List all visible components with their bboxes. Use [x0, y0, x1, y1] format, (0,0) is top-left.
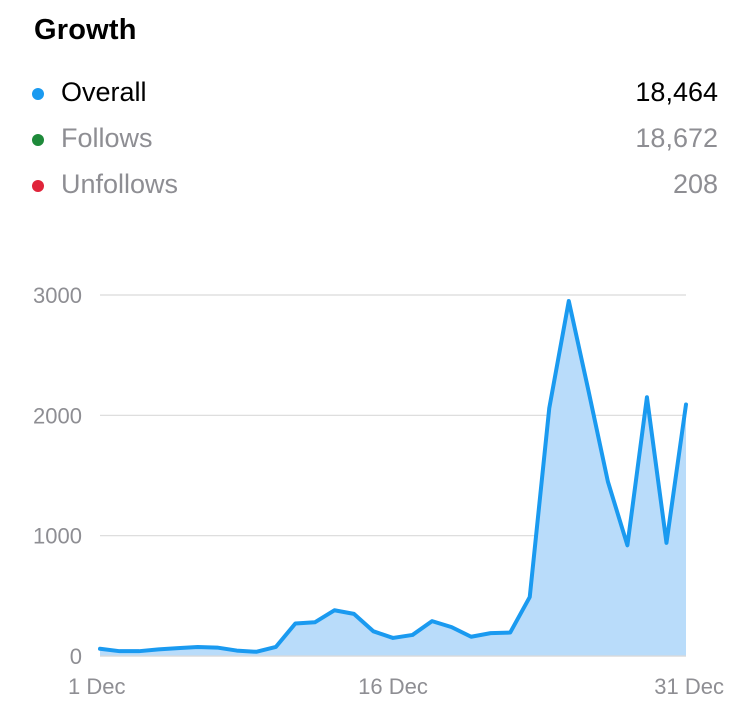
- legend-label: Unfollows: [61, 169, 179, 199]
- y-tick-label: 0: [70, 644, 82, 669]
- y-tick-label: 1000: [33, 524, 82, 549]
- x-tick-label: 31 Dec: [654, 674, 724, 699]
- y-tick-label: 3000: [33, 283, 82, 308]
- legend-label: Follows: [61, 123, 153, 153]
- legend: Overall 18,464 Follows 18,672 Unfollows …: [30, 72, 720, 210]
- x-tick-label: 16 Dec: [358, 674, 428, 699]
- unfollows-dot-icon: [32, 180, 44, 192]
- follows-dot-icon: [32, 134, 44, 146]
- y-tick-label: 2000: [33, 403, 82, 428]
- series-area: [100, 301, 686, 656]
- legend-value: 18,464: [635, 77, 718, 107]
- x-tick-label: 1 Dec: [68, 674, 125, 699]
- legend-value: 208: [672, 169, 718, 199]
- legend-row-unfollows: Unfollows 208: [30, 164, 720, 210]
- legend-row-overall: Overall 18,464: [30, 72, 720, 118]
- legend-value: 18,672: [635, 123, 718, 153]
- overall-dot-icon: [32, 88, 44, 100]
- legend-row-follows: Follows 18,672: [30, 118, 720, 164]
- series-line: [98, 299, 688, 654]
- page-title: Growth: [34, 14, 137, 46]
- legend-label: Overall: [61, 77, 147, 107]
